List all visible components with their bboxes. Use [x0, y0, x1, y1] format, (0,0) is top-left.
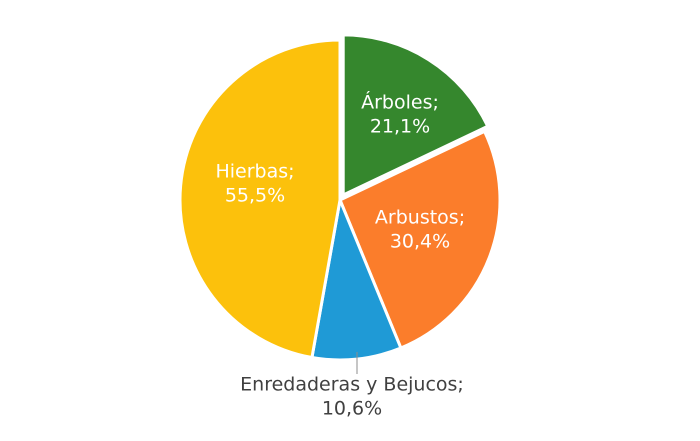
slice-label: Arbustos;	[375, 207, 465, 229]
slice-label: Enredaderas y Bejucos;	[240, 374, 464, 396]
pie-slice	[178, 38, 342, 360]
slice-value-label: 21,1%	[370, 116, 430, 138]
pie-slice	[341, 33, 490, 198]
slice-value-label: 10,6%	[322, 398, 382, 420]
slice-label: Árboles;	[361, 91, 439, 114]
slice-value-label: 30,4%	[390, 231, 450, 253]
slice-value-label: 55,5%	[225, 185, 285, 207]
slice-label: Hierbas;	[215, 161, 294, 183]
